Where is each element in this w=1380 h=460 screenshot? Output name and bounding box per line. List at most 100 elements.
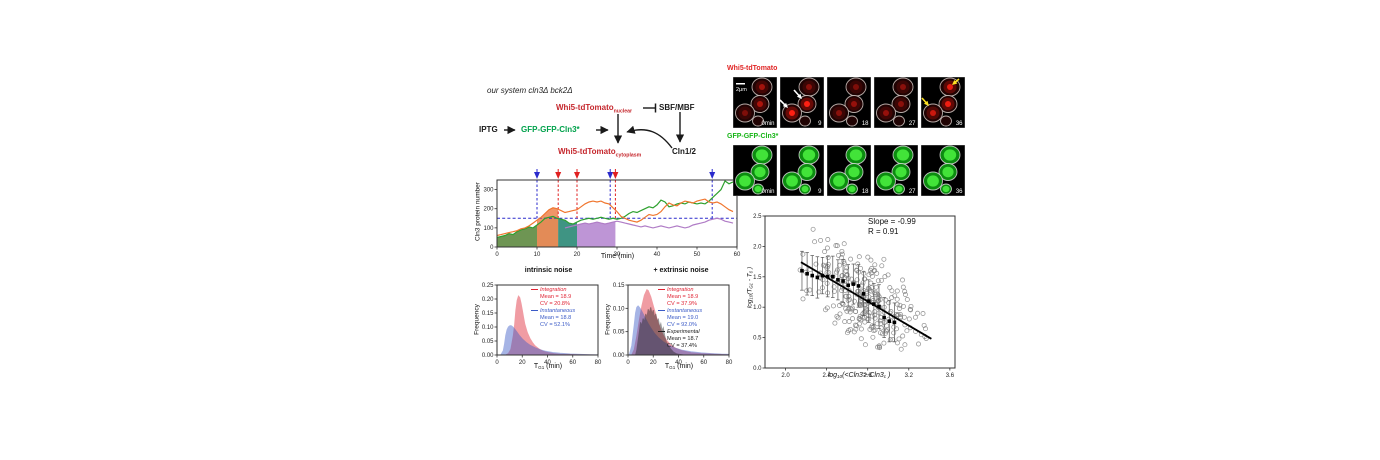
whi5-cytoplasm-subscript: cytoplasm bbox=[615, 152, 642, 159]
microscopy-frame: 27 bbox=[874, 145, 918, 196]
svg-text:10: 10 bbox=[534, 252, 541, 258]
hist1-plot: 0 20 40 60 80 0.00 0.05 0.10 0.15 0.20 0.25 bbox=[482, 283, 602, 366]
legend-series-name: Instantaneous bbox=[667, 307, 703, 314]
hist2-legend: Integration Mean = 18.9 CV = 37.9% Instanta… bbox=[658, 287, 702, 350]
svg-text:0: 0 bbox=[626, 360, 630, 366]
svg-text:20: 20 bbox=[650, 360, 657, 366]
svg-text:0.15: 0.15 bbox=[613, 283, 625, 289]
svg-text:0.20: 0.20 bbox=[482, 297, 494, 303]
svg-text:60: 60 bbox=[734, 252, 741, 258]
svg-text:80: 80 bbox=[726, 360, 733, 366]
scatter-xlabel: log10(<Cln3>-Cln3c ) bbox=[827, 372, 891, 379]
microscopy-frame: 2μm 0min bbox=[733, 77, 777, 128]
node-cln12: Cln1/2 bbox=[672, 147, 697, 156]
svg-text:2μm: 2μm bbox=[736, 87, 747, 93]
microscopy-row-green: 0min 9 18 27 36 bbox=[733, 145, 965, 196]
legend-series-name: Integration bbox=[667, 287, 694, 293]
hist1-xlabel: TG1 (min) bbox=[533, 363, 563, 370]
microscopy-row-red: 2μm 0min 9 18 27 36 bbox=[733, 77, 965, 128]
svg-text:0.00: 0.00 bbox=[613, 353, 625, 359]
legend-stat: CV = 92.0% bbox=[667, 321, 698, 328]
svg-text:80: 80 bbox=[595, 360, 602, 366]
svg-text:0.0: 0.0 bbox=[753, 366, 762, 372]
svg-text:3.6: 3.6 bbox=[946, 373, 955, 379]
svg-text:300: 300 bbox=[483, 188, 494, 194]
hist2-xlabel: TG1 (min) bbox=[664, 363, 694, 370]
microscopy-frame: 36 bbox=[921, 77, 965, 128]
svg-text:0: 0 bbox=[490, 245, 494, 251]
microscopy-frame: 9 bbox=[780, 145, 824, 196]
legend-swatch bbox=[658, 288, 665, 291]
svg-text:0.05: 0.05 bbox=[482, 339, 494, 345]
svg-text:18: 18 bbox=[862, 121, 869, 127]
svg-text:0.10: 0.10 bbox=[482, 325, 494, 331]
svg-text:0.15: 0.15 bbox=[482, 311, 494, 317]
microscopy-frame: 18 bbox=[827, 145, 871, 196]
svg-text:1.5: 1.5 bbox=[753, 275, 762, 281]
svg-text:100: 100 bbox=[483, 226, 494, 232]
timeseries-xlabel: Time (min) bbox=[600, 253, 635, 260]
svg-text:20: 20 bbox=[574, 252, 581, 258]
microscopy-frame: 9 bbox=[780, 77, 824, 128]
svg-text:27: 27 bbox=[909, 121, 916, 127]
pathway-arrows bbox=[504, 103, 685, 149]
svg-text:9: 9 bbox=[818, 189, 822, 195]
node-whi5-nuclear: Whi5-tdTomatonuclear bbox=[556, 103, 632, 115]
microscopy-frame: 18 bbox=[827, 77, 871, 128]
svg-text:1.0: 1.0 bbox=[753, 305, 762, 311]
node-iptg: IPTG bbox=[479, 125, 498, 134]
legend-stat: Mean = 18.8 bbox=[540, 314, 572, 321]
legend-entry: Instantaneous bbox=[531, 308, 575, 315]
legend-swatch bbox=[531, 288, 538, 291]
whi5-nuclear-subscript: nuclear bbox=[613, 108, 633, 115]
svg-text:0.05: 0.05 bbox=[613, 330, 625, 336]
svg-text:0.10: 0.10 bbox=[613, 306, 625, 312]
node-gfp-cln3: GFP-GFP-Cln3* bbox=[521, 125, 580, 134]
legend-series-name: Integration bbox=[540, 287, 567, 293]
legend-series-name: Experimental bbox=[667, 328, 700, 335]
whi5-nuclear-text: Whi5-tdTomato bbox=[556, 103, 614, 112]
svg-text:20: 20 bbox=[519, 360, 526, 366]
microscopy-frame: 0min bbox=[733, 145, 777, 196]
svg-text:2.8: 2.8 bbox=[864, 373, 873, 379]
svg-text:0: 0 bbox=[495, 360, 499, 366]
svg-text:0.5: 0.5 bbox=[753, 336, 762, 342]
scatter-annotation: Slope = -0.99 R = 0.91 bbox=[868, 217, 916, 238]
r-value: R = 0.91 bbox=[868, 227, 899, 237]
legend-stat: Mean = 18.9 bbox=[540, 293, 572, 300]
svg-text:18: 18 bbox=[862, 189, 869, 195]
hist1-title: intrinsic noise bbox=[524, 267, 573, 274]
node-sbf-mbf: SBF/MBF bbox=[659, 103, 695, 112]
hist1-legend: Integration Mean = 18.9 CV = 20.8% Instanta… bbox=[531, 287, 575, 329]
node-whi5-cytoplasm: Whi5-tdTomatocytoplasm bbox=[558, 147, 641, 159]
svg-text:40: 40 bbox=[544, 360, 551, 366]
svg-text:0min: 0min bbox=[761, 189, 774, 195]
svg-text:2.0: 2.0 bbox=[753, 244, 762, 250]
legend-stat: Mean = 18.7 bbox=[667, 335, 699, 342]
microscopy-row1-label: Whi5-tdTomato bbox=[727, 65, 778, 72]
legend-swatch bbox=[658, 309, 665, 312]
svg-text:0.25: 0.25 bbox=[482, 283, 494, 289]
legend-series-name: Instantaneous bbox=[540, 307, 576, 314]
arrow-cln12-to-whi5-export bbox=[626, 125, 673, 149]
svg-text:27: 27 bbox=[909, 189, 916, 195]
svg-text:36: 36 bbox=[956, 189, 963, 195]
microscopy-frame: 36 bbox=[921, 145, 965, 196]
svg-text:60: 60 bbox=[700, 360, 707, 366]
system-title: our system cln3Δ bck2Δ bbox=[487, 86, 573, 95]
svg-text:40: 40 bbox=[654, 252, 661, 258]
svg-text:50: 50 bbox=[694, 252, 701, 258]
timeseries-plot: 0 10 20 30 40 50 60 0 100 200 300 bbox=[483, 169, 741, 258]
scatter-plot: 2.0 2.4 2.8 3.2 3.6 0.0 0.5 1.0 1.5 2.0 2.5 bbox=[753, 214, 956, 379]
svg-text:36: 36 bbox=[956, 121, 963, 127]
legend-entry: Integration bbox=[531, 287, 575, 294]
whi5-cytoplasm-text: Whi5-tdTomato bbox=[558, 147, 616, 156]
legend-entry: Instantaneous bbox=[658, 308, 702, 315]
svg-text:2.4: 2.4 bbox=[822, 373, 831, 379]
svg-text:30: 30 bbox=[614, 252, 621, 258]
legend-swatch bbox=[658, 330, 665, 333]
svg-text:0: 0 bbox=[495, 252, 499, 258]
microscopy-row2-label: GFP-GFP-Cln3* bbox=[727, 133, 779, 140]
svg-text:0min: 0min bbox=[761, 121, 774, 127]
svg-text:200: 200 bbox=[483, 207, 494, 213]
